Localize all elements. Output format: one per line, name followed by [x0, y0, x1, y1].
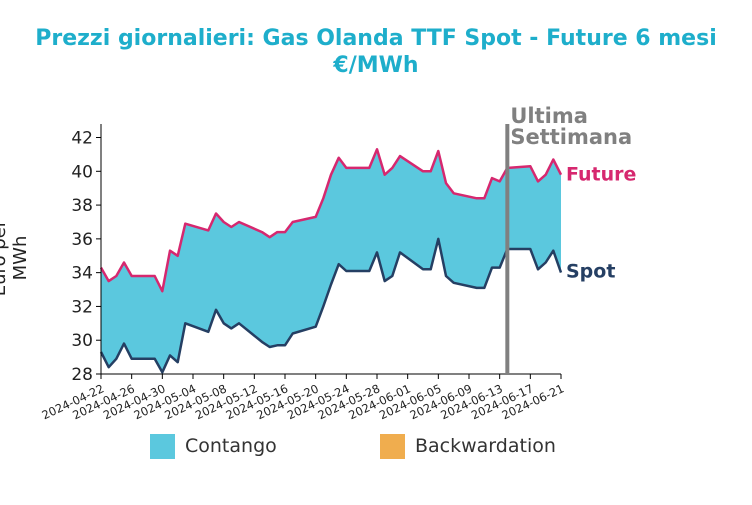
legend-swatch-backwardation — [380, 433, 405, 459]
y-tick-label: 32 — [71, 297, 93, 317]
y-tick-label: 34 — [71, 264, 93, 284]
series-label-future: Future — [566, 164, 636, 186]
y-tick-label: 38 — [71, 196, 93, 216]
legend-item-contango: Contango — [150, 433, 277, 459]
legend-label-backwardation: Backwardation — [415, 435, 556, 457]
chart-subtitle: €/MWh — [333, 53, 419, 78]
y-tick-label: 42 — [71, 129, 93, 149]
chart-title: Prezzi giornalieri: Gas Olanda TTF Spot … — [35, 26, 717, 51]
legend-label-contango: Contango — [185, 435, 277, 457]
last-week-label-line2: Settimana — [510, 125, 632, 149]
y-tick-label: 40 — [71, 162, 93, 182]
contango-band — [101, 149, 561, 373]
last-week-label-line1: Ultima — [510, 104, 588, 128]
series-label-spot: Spot — [566, 261, 615, 283]
series-line-spot — [99, 237, 563, 374]
y-tick-label: 28 — [71, 365, 93, 385]
y-tick-label: 30 — [71, 331, 93, 351]
series-line-future — [99, 148, 563, 293]
legend-swatch-contango — [150, 433, 175, 459]
legend-item-backwardation: Backwardation — [380, 433, 556, 459]
y-tick-label: 36 — [71, 230, 93, 250]
